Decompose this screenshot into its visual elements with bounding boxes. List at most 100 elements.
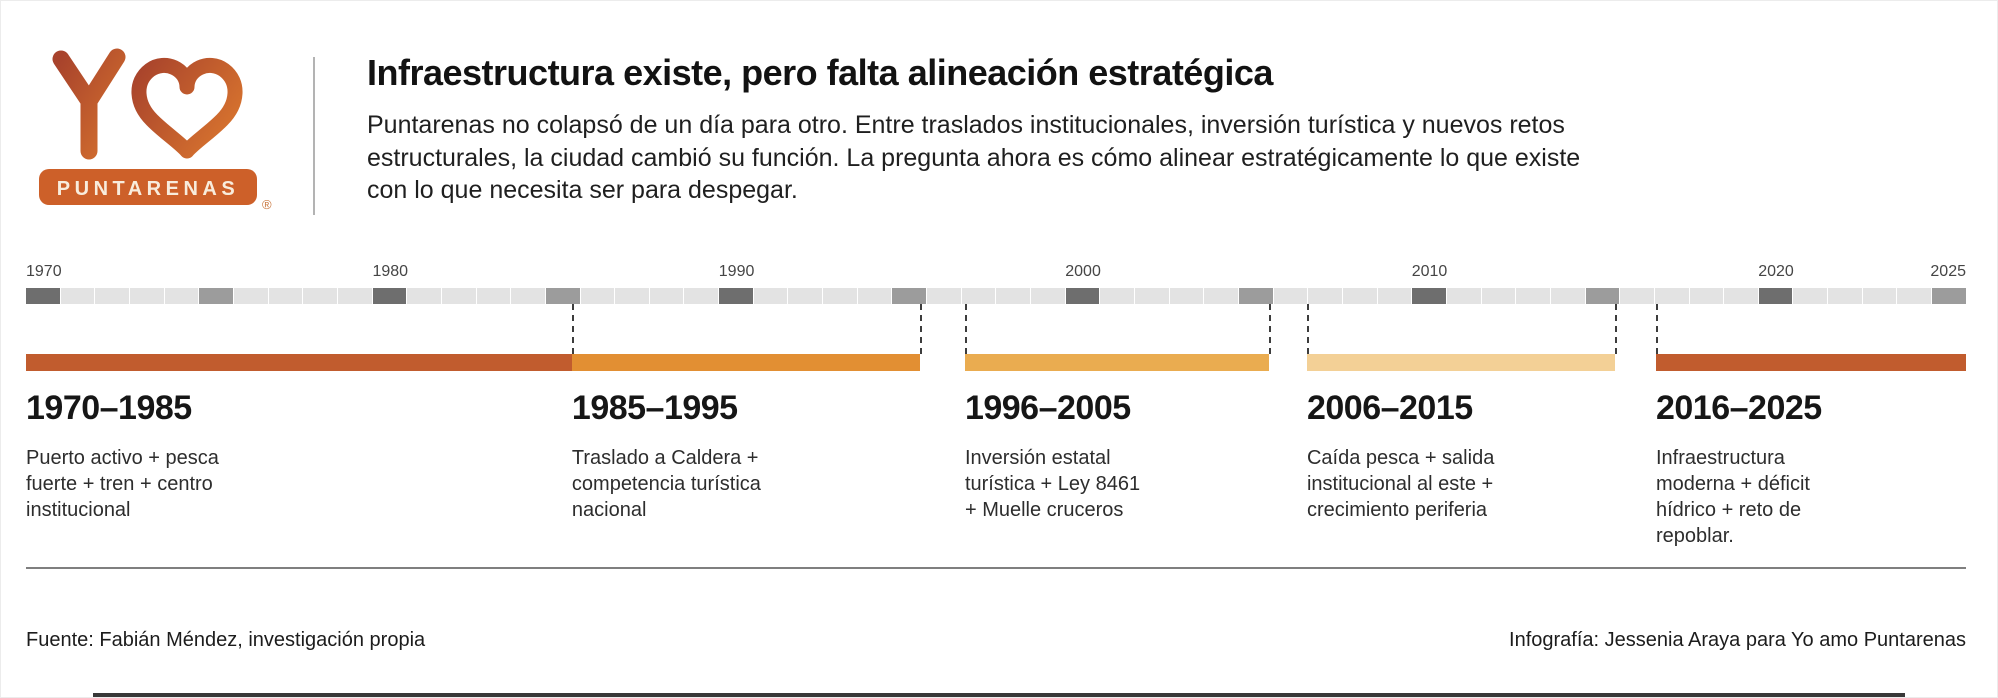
era-description-line: repoblar. — [1655, 525, 1734, 547]
era-bar-1 — [26, 354, 572, 371]
timeline-bar — [26, 288, 1966, 304]
year-tick-1974 — [164, 288, 199, 304]
year-tick-2011 — [1446, 288, 1481, 304]
era-description-line: + Muelle cruceros — [964, 499, 1124, 521]
logo-y-letter — [52, 48, 126, 160]
year-tick-2021 — [1793, 288, 1828, 304]
year-tick-2019 — [1724, 288, 1758, 304]
year-tick-2006 — [1273, 288, 1308, 304]
year-tick-2012 — [1481, 288, 1516, 304]
year-tick-1998 — [996, 288, 1031, 304]
year-tick-2014 — [1550, 288, 1585, 304]
year-tick-2004 — [1204, 288, 1238, 304]
year-tick-2010 — [1412, 288, 1446, 304]
year-tick-1977 — [268, 288, 303, 304]
year-tick-1972 — [95, 288, 129, 304]
year-tick-1980 — [372, 288, 407, 304]
dashed-connector-7 — [1655, 304, 1658, 354]
year-label-2025: 2025 — [1930, 263, 1966, 280]
era-description: Traslado a Caldera + competencia turístic… — [572, 445, 761, 523]
page-title: Infraestructura existe, pero falta aline… — [367, 52, 1273, 93]
era-description: Inversión estatal turística + Ley 8461 + M… — [965, 445, 1140, 523]
subtitle-line: estructurales, la ciudad cambió su funci… — [367, 143, 1581, 172]
year-tick-1975 — [199, 288, 233, 304]
era-description-line: Caída pesca + salida — [1306, 447, 1495, 469]
year-tick-2008 — [1342, 288, 1377, 304]
year-tick-1988 — [649, 288, 684, 304]
year-tick-1986 — [580, 288, 615, 304]
era-description-line: moderna + déficit — [1655, 473, 1810, 495]
era-heading: 1985–1995 — [571, 389, 738, 427]
logo-badge — [39, 169, 257, 205]
yo-puntarenas-logo: PUNTARENAS ® — [39, 48, 272, 211]
timeline-connectors — [26, 304, 1966, 354]
era-description-line: Puerto activo + pesca — [26, 447, 219, 469]
year-tick-1973 — [129, 288, 164, 304]
year-tick-1990 — [719, 288, 753, 304]
timeline-era-bars — [26, 354, 1966, 371]
logo-badge-text: PUNTARENAS — [57, 178, 239, 200]
era-description-line: institucional al este + — [1306, 473, 1494, 495]
year-tick-1992 — [788, 288, 823, 304]
era-bar-5 — [1655, 354, 1966, 371]
year-tick-2005 — [1238, 288, 1273, 304]
dashed-connector-6 — [1615, 304, 1618, 354]
dashed-connector-1 — [571, 304, 574, 354]
year-tick-2016 — [1620, 288, 1654, 304]
page-subtitle: Puntarenas no colapsó de un día para otr… — [367, 109, 1947, 207]
year-tick-2013 — [1516, 288, 1550, 304]
year-label-2000: 2000 — [1065, 263, 1101, 280]
logo-heart-icon — [131, 57, 243, 159]
year-tick-1982 — [441, 288, 476, 304]
era-description: Puerto activo + pesca fuerte + tren + cen… — [26, 445, 219, 523]
era-description-line: Inversión estatal — [964, 447, 1111, 469]
year-tick-2000 — [1065, 288, 1100, 304]
era-heading: 1996–2005 — [964, 389, 1131, 427]
year-tick-1991 — [753, 288, 788, 304]
year-tick-1996 — [927, 288, 961, 304]
year-tick-2002 — [1135, 288, 1169, 304]
year-tick-1997 — [961, 288, 996, 304]
year-tick-2017 — [1654, 288, 1689, 304]
year-tick-1993 — [823, 288, 857, 304]
era-section-1: 1970–1985 Puerto activo + pesca fuerte + t… — [26, 387, 219, 523]
era-description: Infraestructura moderna + déficit hídrico … — [1656, 445, 1822, 549]
year-label-2020: 2020 — [1758, 263, 1794, 280]
era-section-5: 2016–2025 Infraestructura moderna + défici… — [1656, 387, 1822, 549]
era-description-line: Traslado a Caldera + — [571, 447, 759, 469]
era-section-3: 1996–2005 Inversión estatal turística + Le… — [965, 387, 1140, 523]
subtitle-line: Puntarenas no colapsó de un día para otr… — [367, 111, 1565, 139]
era-description-line: fuerte + tren + centro — [26, 473, 213, 495]
logo-registered-mark: ® — [262, 197, 272, 211]
era-heading: 2006–2015 — [1306, 389, 1473, 427]
era-description: Caída pesca + salida institucional al est… — [1307, 445, 1494, 523]
timeline: 1970 1980 1990 2000 2010 2020 2025 — [26, 263, 1966, 393]
year-tick-1978 — [303, 288, 337, 304]
era-description-line: nacional — [571, 499, 647, 521]
year-tick-2023 — [1862, 288, 1897, 304]
era-description-line: Infraestructura — [1655, 447, 1785, 469]
year-tick-1989 — [684, 288, 719, 304]
year-tick-2025 — [1932, 288, 1966, 304]
year-tick-2018 — [1689, 288, 1724, 304]
dashed-connector-3 — [964, 304, 967, 354]
year-tick-2007 — [1308, 288, 1342, 304]
year-label-2010: 2010 — [1411, 263, 1448, 280]
source-credit: Fuente: Fabián Méndez, investigación pro… — [26, 629, 426, 651]
subtitle-line: con lo que necesita ser para despegar. — [367, 176, 798, 204]
dashed-connector-4 — [1268, 304, 1271, 354]
timeline-year-labels: 1970 1980 1990 2000 2010 2020 2025 — [26, 263, 1966, 283]
header-text-block: Infraestructura existe, pero falta aline… — [367, 51, 1947, 207]
dashed-connector-5 — [1306, 304, 1309, 354]
era-sections: 1970–1985 Puerto activo + pesca fuerte + t… — [26, 387, 1966, 557]
year-label-1980: 1980 — [372, 263, 409, 280]
era-description-line: institucional — [26, 499, 131, 521]
year-tick-2009 — [1377, 288, 1412, 304]
era-bar-4 — [1306, 354, 1616, 371]
year-tick-1999 — [1031, 288, 1065, 304]
era-description-line: crecimiento periferia — [1306, 499, 1488, 521]
header-divider — [313, 57, 315, 215]
year-tick-1981 — [407, 288, 441, 304]
year-tick-2003 — [1169, 288, 1204, 304]
